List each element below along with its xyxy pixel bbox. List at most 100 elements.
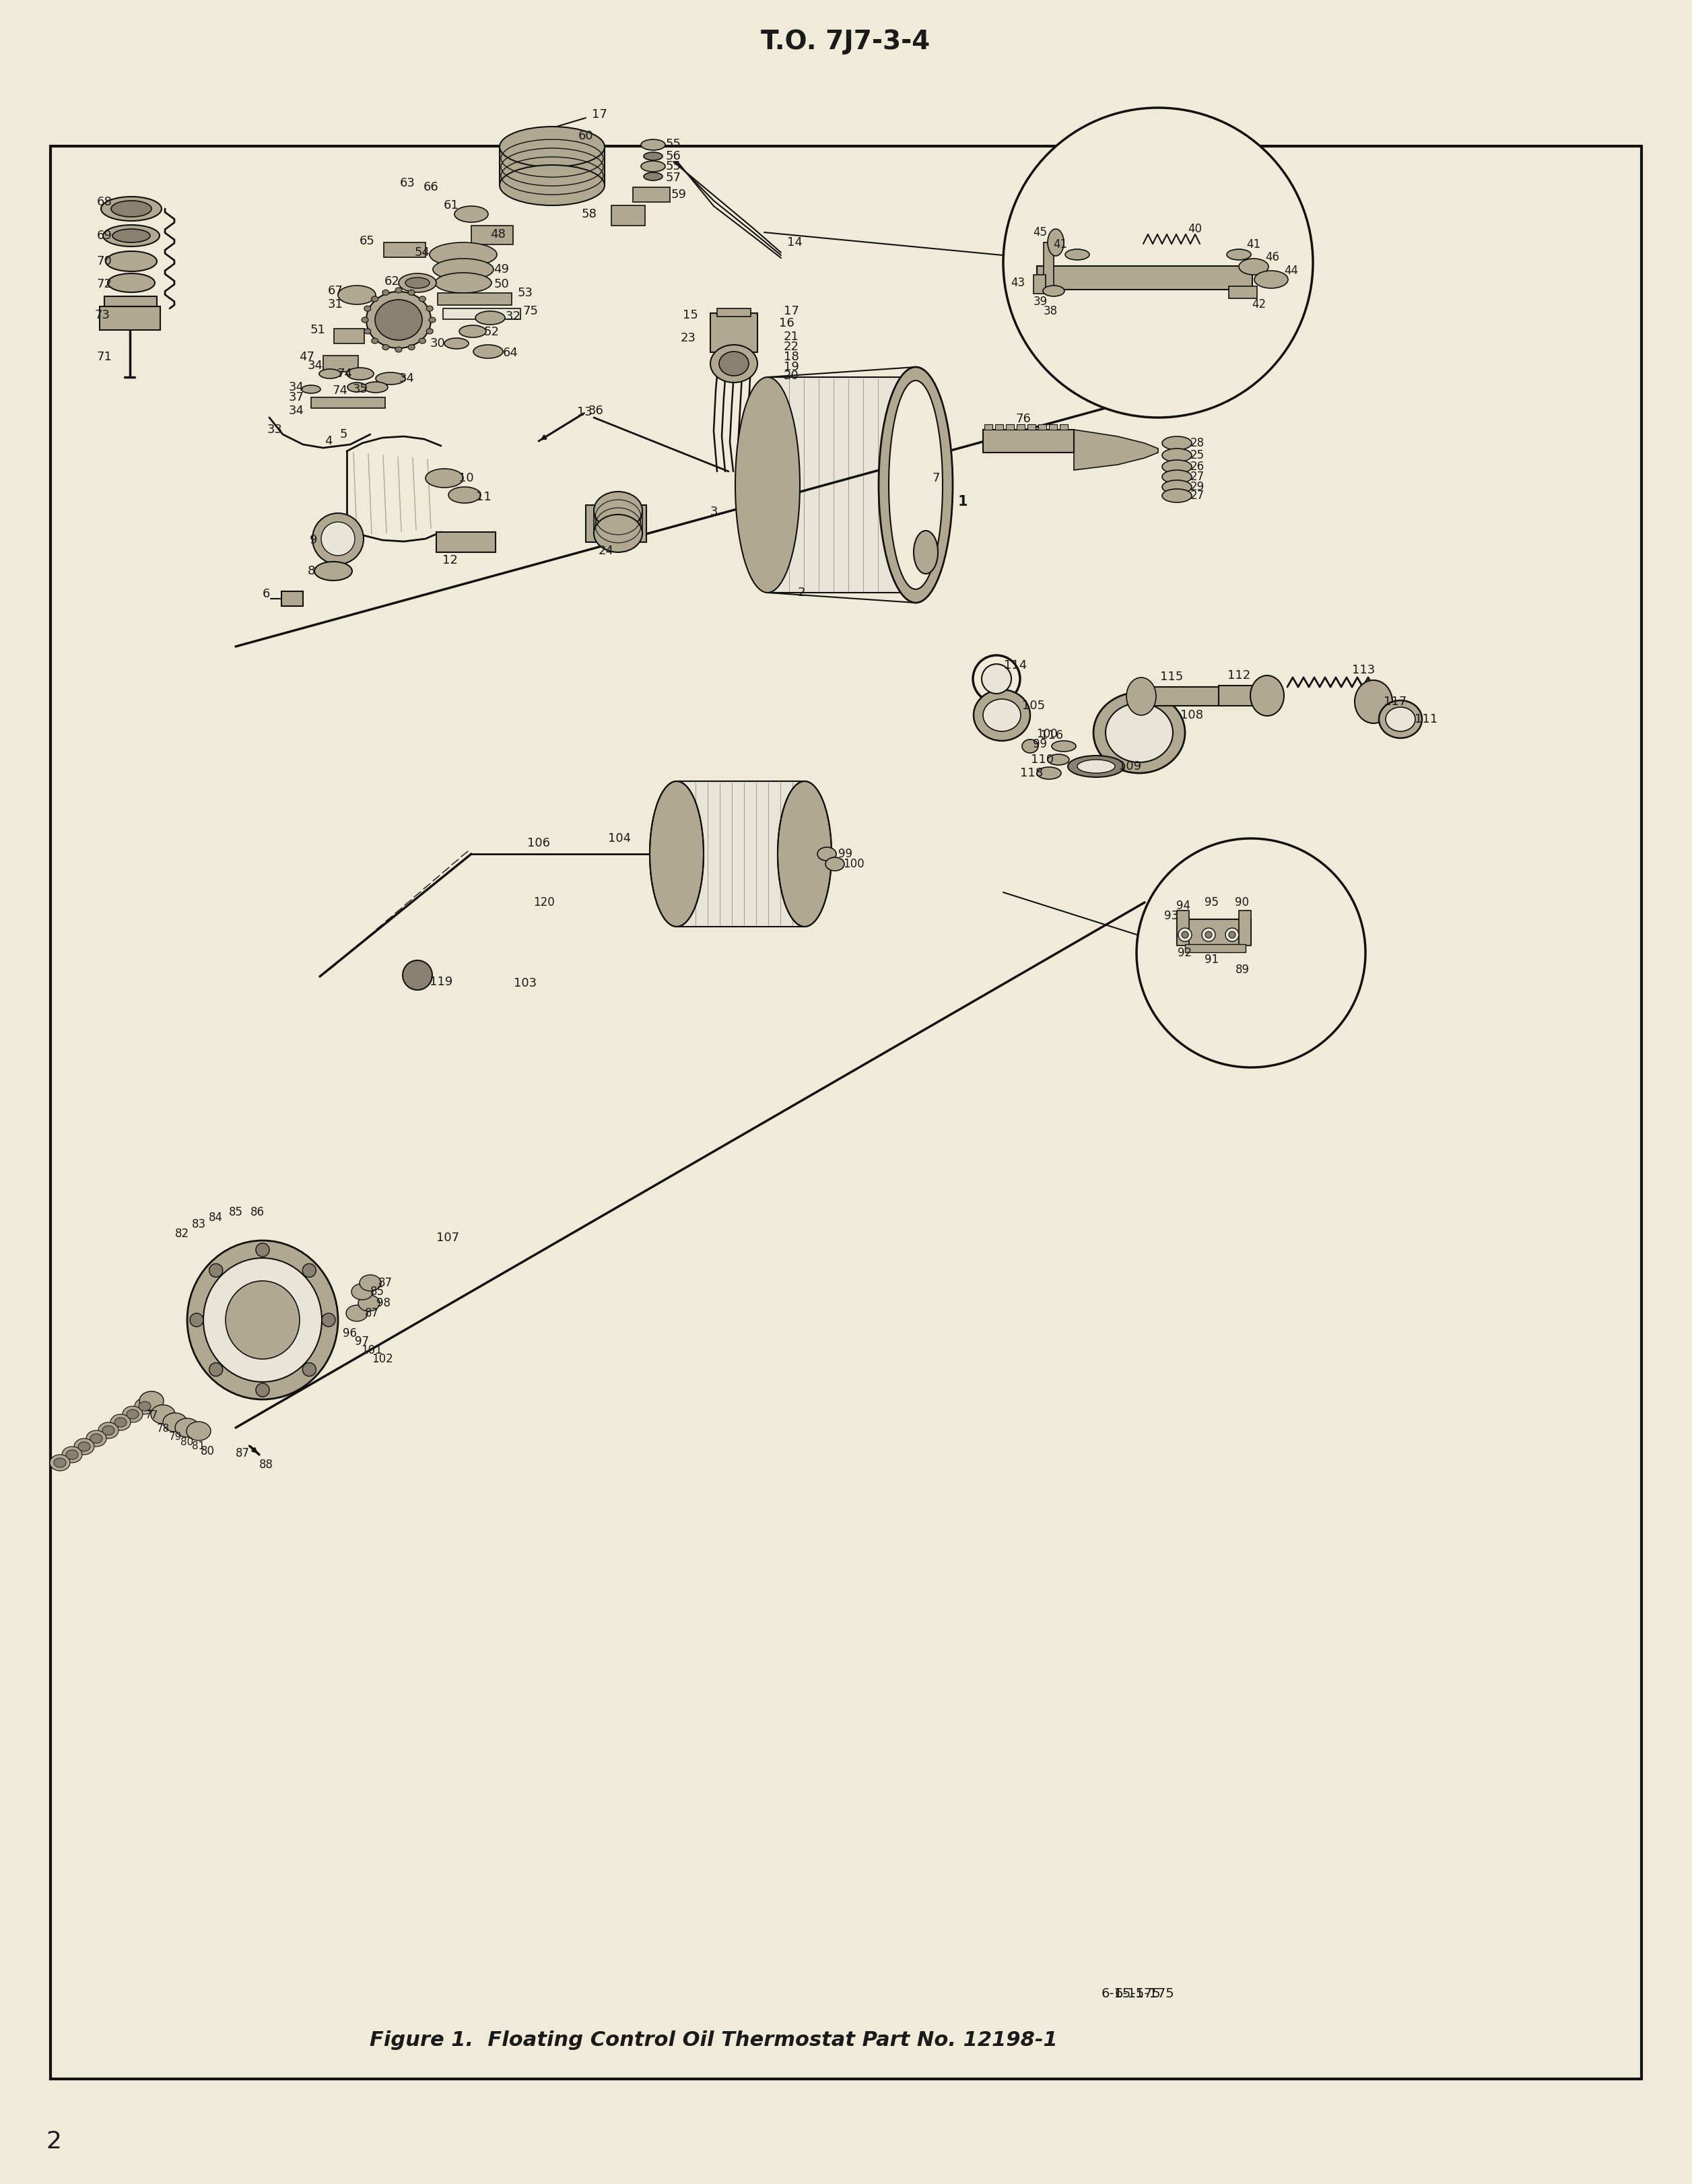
- Text: 116: 116: [1041, 729, 1063, 743]
- Ellipse shape: [435, 273, 491, 293]
- Ellipse shape: [301, 384, 320, 393]
- Ellipse shape: [711, 345, 758, 382]
- Ellipse shape: [499, 166, 604, 205]
- Text: 55: 55: [665, 138, 682, 151]
- Circle shape: [1003, 107, 1313, 417]
- Bar: [1027, 424, 1036, 430]
- Text: 13: 13: [577, 406, 592, 417]
- Bar: [443, 308, 521, 319]
- Text: 81: 81: [193, 1441, 205, 1450]
- Bar: [1044, 242, 1054, 293]
- Ellipse shape: [428, 317, 435, 323]
- Ellipse shape: [347, 1306, 367, 1321]
- Text: 103: 103: [514, 976, 536, 989]
- Ellipse shape: [643, 153, 663, 159]
- Text: 107: 107: [437, 1232, 459, 1245]
- Ellipse shape: [365, 293, 431, 347]
- Ellipse shape: [362, 317, 369, 323]
- Ellipse shape: [817, 847, 836, 860]
- Ellipse shape: [594, 515, 643, 553]
- Ellipse shape: [139, 1402, 151, 1411]
- Text: 110: 110: [1030, 753, 1054, 767]
- Text: 87: 87: [364, 1308, 379, 1319]
- Bar: [472, 225, 513, 245]
- Ellipse shape: [127, 1409, 139, 1420]
- Text: 32: 32: [506, 310, 521, 323]
- Ellipse shape: [103, 225, 159, 247]
- Bar: [717, 308, 751, 317]
- Text: 66: 66: [423, 181, 438, 192]
- Text: 53: 53: [518, 286, 533, 299]
- Ellipse shape: [1162, 437, 1191, 450]
- Ellipse shape: [778, 782, 831, 926]
- Ellipse shape: [448, 487, 481, 502]
- Text: 101: 101: [360, 1343, 382, 1356]
- Ellipse shape: [1022, 740, 1039, 753]
- Text: 41: 41: [1247, 238, 1261, 251]
- Ellipse shape: [736, 378, 800, 592]
- Ellipse shape: [420, 297, 426, 301]
- Ellipse shape: [1162, 489, 1191, 502]
- Text: 34: 34: [289, 382, 305, 393]
- Text: 47: 47: [299, 352, 315, 363]
- Text: 94: 94: [1176, 900, 1191, 913]
- Ellipse shape: [376, 373, 406, 384]
- Circle shape: [303, 1265, 316, 1278]
- Text: 71: 71: [96, 352, 112, 363]
- Bar: [281, 592, 303, 607]
- Circle shape: [1178, 928, 1191, 941]
- Ellipse shape: [364, 306, 371, 312]
- Ellipse shape: [1250, 675, 1284, 716]
- Ellipse shape: [594, 491, 643, 529]
- Ellipse shape: [122, 1406, 142, 1422]
- Bar: [105, 297, 157, 306]
- Text: 114: 114: [1003, 660, 1027, 670]
- Text: 67: 67: [328, 284, 343, 297]
- Ellipse shape: [1239, 258, 1269, 275]
- Circle shape: [210, 1265, 223, 1278]
- Ellipse shape: [359, 1295, 379, 1310]
- Text: 33: 33: [267, 424, 283, 437]
- Ellipse shape: [49, 1455, 69, 1470]
- Ellipse shape: [1162, 470, 1191, 483]
- Text: 26: 26: [1189, 461, 1205, 472]
- Bar: [1017, 424, 1025, 430]
- Text: 30: 30: [430, 336, 445, 349]
- Ellipse shape: [315, 561, 352, 581]
- Ellipse shape: [110, 1415, 130, 1431]
- Ellipse shape: [105, 251, 157, 271]
- Ellipse shape: [162, 1413, 188, 1433]
- Text: 21: 21: [783, 330, 799, 343]
- Text: 11: 11: [475, 491, 491, 502]
- Text: 41: 41: [1054, 238, 1068, 251]
- Text: 19: 19: [783, 360, 799, 373]
- Ellipse shape: [888, 380, 942, 590]
- Text: 10: 10: [459, 472, 474, 485]
- Text: 34: 34: [399, 373, 415, 384]
- Bar: [1178, 919, 1250, 946]
- Text: 84: 84: [208, 1212, 223, 1223]
- Text: 38: 38: [1044, 306, 1058, 317]
- Text: 90: 90: [1235, 895, 1249, 909]
- Ellipse shape: [641, 140, 665, 151]
- Text: 43: 43: [1010, 277, 1025, 288]
- Text: 45: 45: [1034, 227, 1047, 238]
- Ellipse shape: [426, 328, 433, 334]
- Text: 52: 52: [484, 325, 499, 339]
- Bar: [1059, 424, 1068, 430]
- Ellipse shape: [981, 664, 1012, 695]
- Text: 111: 111: [1415, 714, 1438, 725]
- Text: 58: 58: [582, 207, 597, 221]
- Ellipse shape: [98, 1422, 118, 1439]
- Ellipse shape: [719, 352, 748, 376]
- Ellipse shape: [455, 205, 487, 223]
- Ellipse shape: [364, 328, 371, 334]
- Text: 57: 57: [665, 173, 682, 183]
- Text: 112: 112: [1227, 670, 1250, 681]
- Text: 68: 68: [96, 197, 112, 207]
- Text: 29: 29: [1189, 480, 1205, 494]
- Text: 91: 91: [1205, 954, 1218, 965]
- Ellipse shape: [203, 1258, 321, 1382]
- Text: 80: 80: [200, 1446, 215, 1457]
- Text: 46: 46: [1266, 251, 1279, 264]
